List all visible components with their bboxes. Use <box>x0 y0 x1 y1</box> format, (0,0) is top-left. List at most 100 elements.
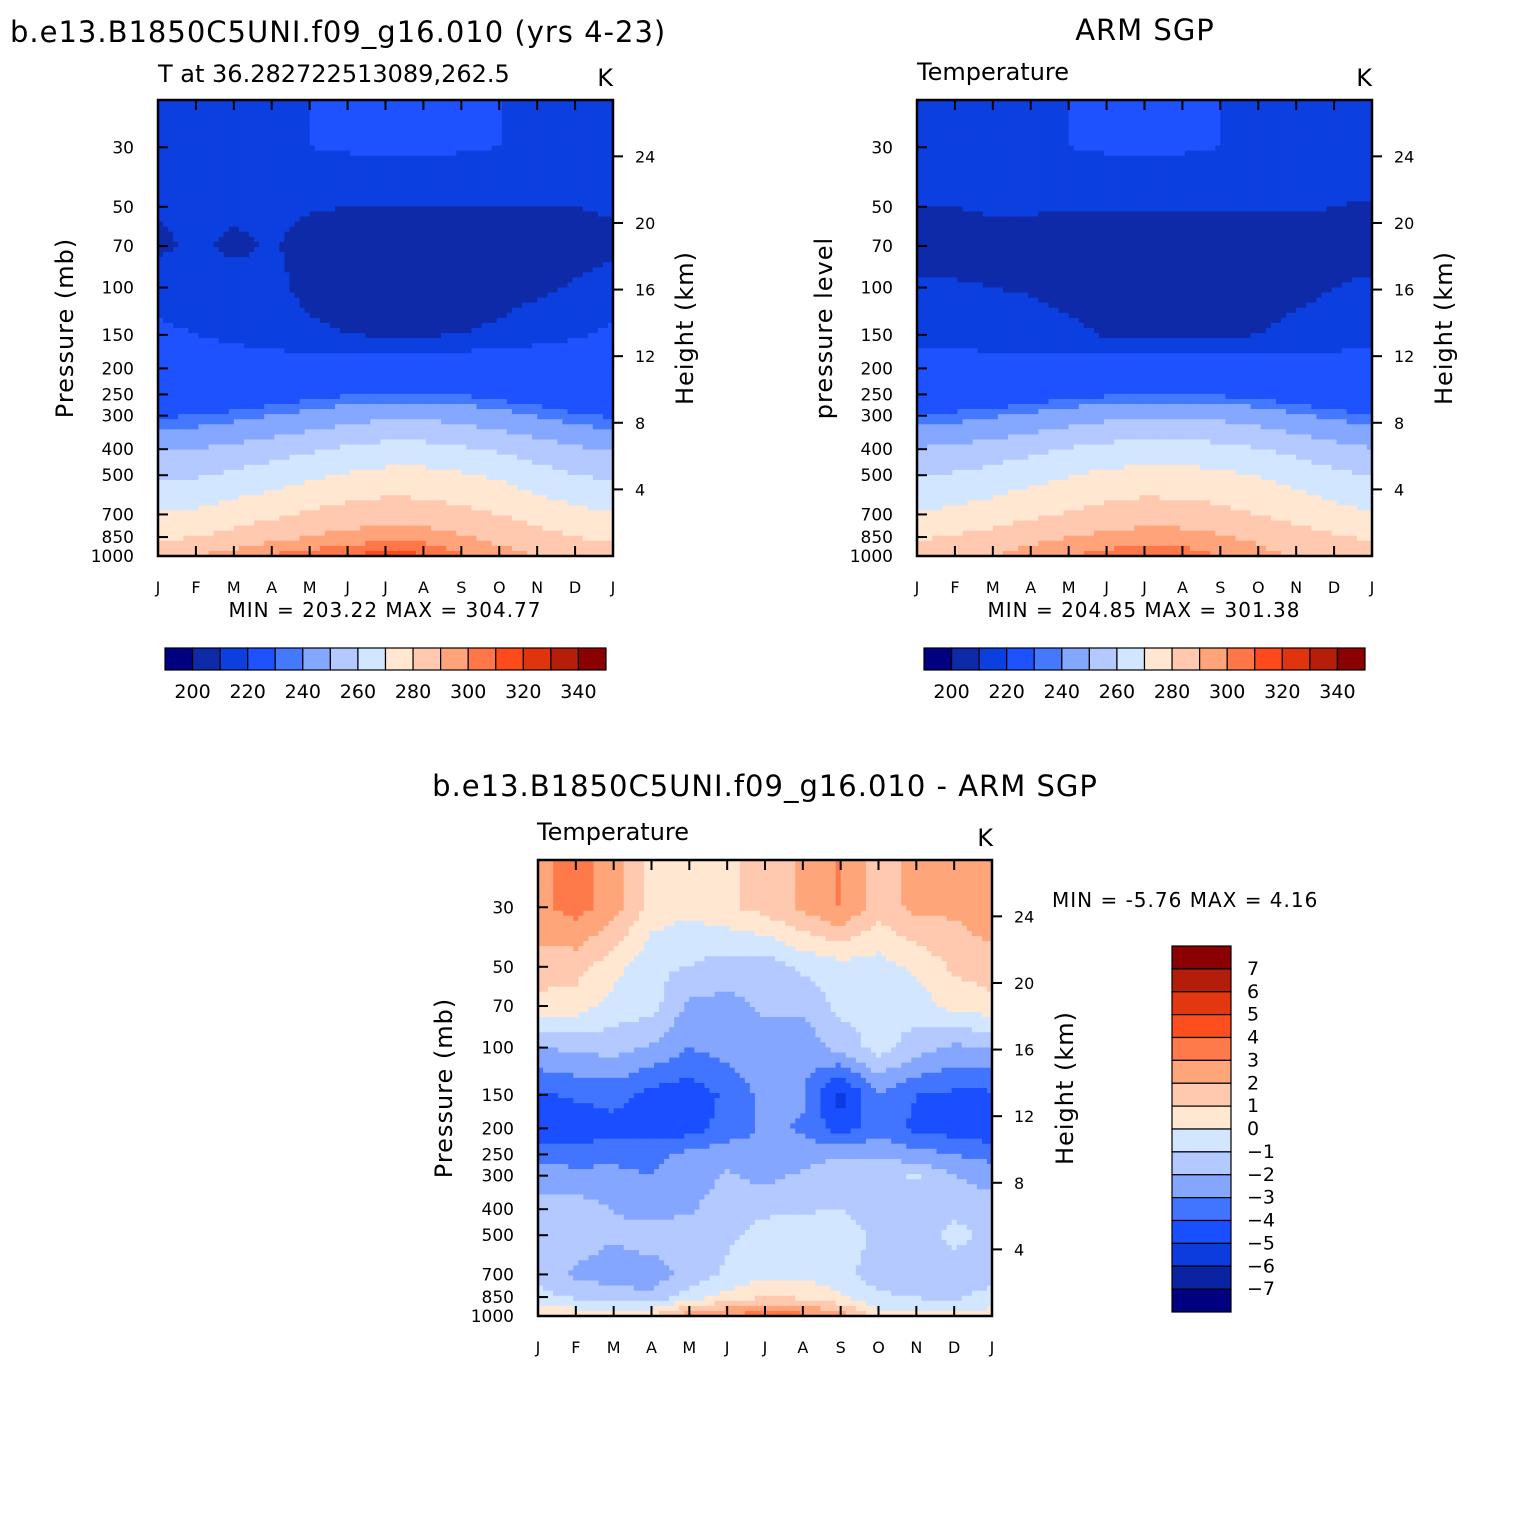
contour-cell <box>158 100 164 106</box>
contour-cell <box>390 105 397 111</box>
contour-cell <box>557 231 564 238</box>
contour-cell <box>324 196 331 202</box>
contour-cell <box>441 262 447 268</box>
contour-cell <box>562 130 569 137</box>
contour-cell <box>355 358 361 365</box>
contour-cell <box>415 297 422 304</box>
contour-cell <box>350 140 356 147</box>
contour-cell <box>562 302 569 309</box>
contour-cell <box>233 150 240 157</box>
contour-cell <box>168 302 174 309</box>
contour-cell <box>582 262 589 268</box>
contour-cell <box>340 226 346 233</box>
contour-cell <box>329 176 336 182</box>
contour-cell <box>188 307 194 314</box>
contour-cell <box>329 216 336 223</box>
contour-cell <box>597 125 604 131</box>
contour-cell <box>451 292 457 299</box>
contour-cell <box>481 191 488 197</box>
contour-cell <box>218 252 225 258</box>
contour-cell <box>319 378 326 385</box>
contour-cell <box>345 277 351 283</box>
contour-cell <box>385 130 392 137</box>
contour-cell <box>436 150 442 157</box>
contour-cell <box>451 140 457 147</box>
contour-cell <box>451 170 457 177</box>
contour-cell <box>420 216 427 223</box>
contour-cell <box>451 115 457 121</box>
contour-cell <box>582 226 589 233</box>
contour-cell <box>163 125 169 131</box>
contour-cell <box>552 287 558 294</box>
contour-cell <box>562 241 569 248</box>
contour-cell <box>259 338 265 344</box>
contour-cell <box>289 246 296 253</box>
contour-cell <box>254 378 260 385</box>
contour-cell <box>198 241 205 248</box>
contour-cell <box>547 322 553 329</box>
contour-cell <box>425 241 432 248</box>
contour-cell <box>395 155 402 162</box>
contour-cell <box>461 282 467 289</box>
contour-cell <box>168 267 174 273</box>
contour-cell <box>390 135 397 142</box>
contour-cell <box>193 257 200 263</box>
contour-cell <box>532 206 538 213</box>
contour-cell <box>360 115 366 121</box>
contour-cell <box>360 125 366 131</box>
contour-cell <box>405 226 412 233</box>
contour-cell <box>350 191 356 197</box>
contour-cell <box>233 328 240 334</box>
contour-cell <box>471 160 478 167</box>
contour-cell <box>213 378 220 385</box>
contour-cell <box>309 287 316 294</box>
contour-cell <box>213 322 220 329</box>
contour-cell <box>516 267 523 273</box>
contour-cell <box>380 120 387 126</box>
contour-cell <box>506 282 513 289</box>
contour-cell <box>294 181 301 187</box>
contour-cell <box>466 302 473 309</box>
contour-cell <box>279 206 285 213</box>
contour-cell <box>441 186 447 192</box>
contour-cell <box>188 287 194 294</box>
contour-cell <box>178 236 184 243</box>
contour-cell <box>496 216 503 223</box>
contour-cell <box>456 333 462 339</box>
contour-cell <box>188 231 194 238</box>
contour-cell <box>158 120 164 126</box>
contour-cell <box>476 241 483 248</box>
contour-cell <box>390 287 397 294</box>
contour-cell <box>380 105 387 111</box>
contour-cell <box>309 338 316 344</box>
contour-cell <box>223 312 230 319</box>
contour-cell <box>446 130 452 137</box>
contour-cell <box>178 322 184 329</box>
contour-cell <box>390 282 397 289</box>
contour-cell <box>208 110 215 116</box>
contour-cell <box>198 277 205 283</box>
contour-cell <box>506 196 513 202</box>
contour-cell <box>284 181 291 187</box>
contour-cell <box>193 160 200 167</box>
contour-cell <box>466 272 473 278</box>
contour-cell <box>233 181 240 187</box>
contour-cell <box>198 191 205 197</box>
contour-cell <box>345 155 351 162</box>
contour-cell <box>168 196 174 202</box>
contour-cell <box>562 317 569 324</box>
contour-cell <box>370 348 376 354</box>
contour-cell <box>168 211 174 218</box>
contour-cell <box>542 262 548 268</box>
contour-cell <box>456 115 462 121</box>
contour-cell <box>456 262 462 268</box>
contour-cell <box>436 373 442 380</box>
contour-cell <box>431 257 437 263</box>
contour-cell <box>223 105 230 111</box>
contour-cell <box>562 297 569 304</box>
contour-cell <box>456 373 462 380</box>
contour-cell <box>168 100 174 106</box>
contour-cell <box>375 272 382 278</box>
contour-cell <box>501 155 508 162</box>
contour-cell <box>289 257 296 263</box>
